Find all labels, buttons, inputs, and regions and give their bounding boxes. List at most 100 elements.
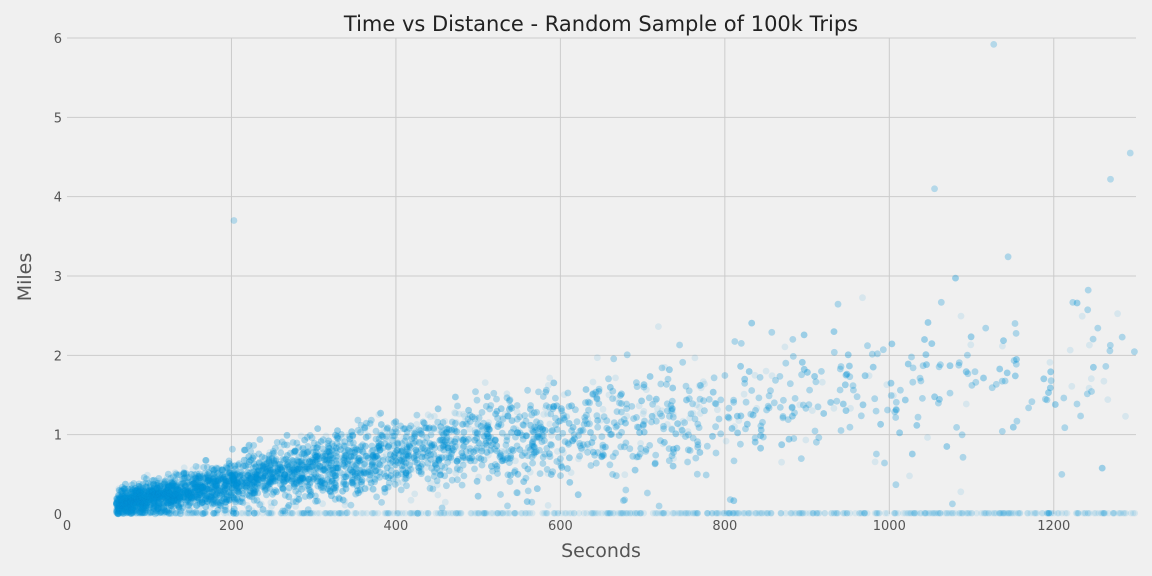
scatter-point (118, 499, 126, 506)
scatter-point (226, 469, 234, 477)
scatter-point (171, 490, 179, 498)
scatter-point (185, 487, 193, 495)
scatter-point (453, 419, 460, 426)
scatter-point (192, 497, 200, 504)
scatter-point (344, 472, 351, 479)
scatter-point (164, 496, 172, 504)
scatter-point (139, 485, 147, 492)
scatter-point (494, 423, 502, 430)
scatter-point (127, 499, 135, 506)
scatter-point (181, 482, 189, 490)
scatter-point (155, 486, 163, 494)
scatter-point (211, 473, 218, 481)
scatter-point (192, 474, 200, 482)
scatter-point (578, 446, 586, 454)
scatter-point (171, 494, 179, 501)
scatter-point (164, 493, 172, 501)
scatter-point (316, 462, 323, 470)
scatter-point (177, 492, 184, 500)
scatter-point (309, 476, 317, 484)
scatter-point (332, 444, 340, 452)
scatter-point (556, 459, 563, 467)
scatter-point (124, 503, 132, 510)
scatter-point (382, 436, 389, 443)
scatter-point (223, 478, 230, 485)
scatter-point (130, 496, 138, 504)
scatter-point (128, 499, 136, 506)
scatter-point (332, 464, 340, 472)
scatter-point (284, 461, 291, 468)
scatter-point (242, 462, 250, 470)
scatter-point (160, 481, 168, 489)
scatter-point (393, 439, 401, 447)
scatter-point (196, 491, 204, 499)
scatter-point (475, 439, 483, 447)
scatter-point (684, 428, 692, 435)
scatter-point (154, 489, 162, 497)
scatter-point (223, 485, 231, 492)
scatter-point (455, 438, 462, 445)
scatter-point (508, 417, 516, 424)
scatter-point (154, 479, 162, 487)
scatter-point (536, 431, 544, 439)
scatter-point (663, 421, 671, 428)
scatter-point (280, 474, 288, 482)
scatter-point (1011, 372, 1019, 380)
scatter-point (177, 484, 185, 492)
scatter-point (575, 455, 582, 463)
scatter-point (740, 390, 748, 398)
scatter-point (295, 496, 303, 503)
scatter-point (134, 488, 141, 496)
scatter-point (286, 468, 293, 476)
scatter-point (400, 434, 407, 442)
scatter-point (211, 491, 219, 499)
scatter-point (359, 463, 366, 471)
scatter-point (361, 426, 369, 434)
scatter-point (331, 484, 339, 492)
scatter-point (203, 485, 211, 493)
scatter-point (1040, 375, 1048, 383)
scatter-point (567, 469, 575, 476)
scatter-point (602, 443, 609, 451)
scatter-point (483, 448, 491, 456)
scatter-point (646, 373, 654, 380)
scatter-point (175, 499, 183, 506)
scatter-point (125, 509, 133, 516)
scatter-point (461, 418, 469, 425)
scatter-point (967, 333, 975, 341)
scatter-point (309, 456, 317, 464)
scatter-point (113, 499, 121, 507)
scatter-point (184, 490, 192, 497)
scatter-point (887, 379, 895, 387)
scatter-point (208, 497, 216, 505)
scatter-point (229, 493, 237, 501)
scatter-point (437, 471, 444, 479)
scatter-point (379, 433, 386, 440)
scatter-point (129, 500, 137, 508)
scatter-point (275, 477, 283, 485)
scatter-point (134, 485, 141, 493)
scatter-point (475, 473, 482, 481)
scatter-point (339, 496, 347, 504)
scatter-point (473, 477, 481, 485)
scatter-point (392, 457, 400, 465)
scatter-point (247, 456, 255, 464)
scatter-point (233, 482, 241, 489)
scatter-point (672, 430, 680, 438)
scatter-point (167, 493, 174, 500)
scatter-point (346, 435, 354, 443)
scatter-point (652, 411, 660, 419)
scatter-point (516, 446, 524, 453)
scatter-point (162, 490, 170, 498)
scatter-point (221, 486, 229, 494)
scatter-point (434, 491, 442, 499)
scatter-point (296, 476, 304, 484)
scatter-point (334, 453, 342, 460)
scatter-point (365, 483, 372, 491)
scatter-point (669, 410, 677, 418)
scatter-point (142, 492, 150, 500)
scatter-point (317, 464, 325, 472)
scatter-point (136, 502, 144, 510)
scatter-point (129, 497, 137, 505)
scatter-point (267, 499, 275, 506)
